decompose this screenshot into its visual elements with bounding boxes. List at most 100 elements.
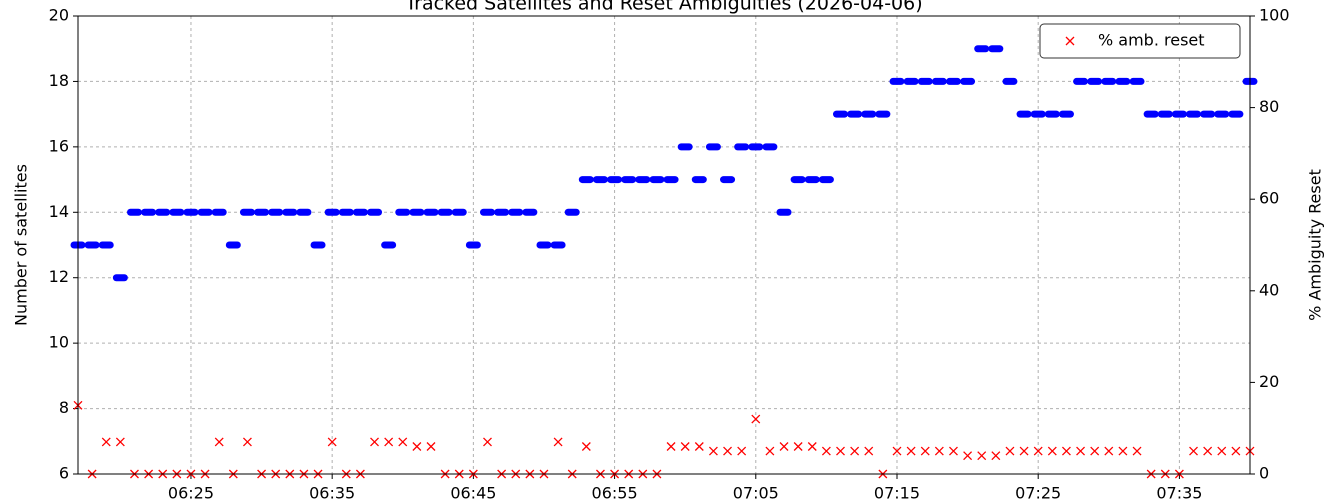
reset-point (906, 446, 916, 456)
satellite-point (1016, 110, 1032, 118)
y2-tick-label: 60 (1259, 189, 1279, 208)
satellite-point (1157, 110, 1173, 118)
x-tick-label: 06:25 (168, 484, 214, 503)
satellite-point (211, 208, 227, 216)
satellite-point (931, 77, 947, 85)
reset-point (737, 446, 747, 456)
satellite-point (268, 208, 284, 216)
y2-tick-label: 100 (1259, 6, 1290, 25)
satellite-point (974, 45, 990, 53)
satellite-point (649, 176, 665, 184)
reset-point (214, 437, 224, 447)
satellite-point (1129, 77, 1145, 85)
reset-point (1231, 446, 1241, 456)
reset-point (1132, 446, 1142, 456)
plot-frame (77, 15, 1251, 475)
reset-point (807, 442, 817, 451)
reset-point (977, 451, 987, 461)
satellite-point (1002, 77, 1018, 85)
satellite-point (282, 208, 298, 216)
x-tick-label: 06:55 (592, 484, 638, 503)
reset-point (1217, 446, 1227, 456)
reset-point (1203, 446, 1213, 456)
reset-point (934, 446, 944, 456)
satellite-point (338, 208, 354, 216)
reset-point (1090, 446, 1100, 456)
satellite-point (296, 208, 312, 216)
satellite-point (84, 241, 100, 249)
satellite-point (395, 208, 411, 216)
reset-point (1019, 446, 1029, 456)
reset-point (1061, 446, 1071, 456)
y-tick-label: 18 (49, 71, 69, 90)
satellite-point (98, 241, 114, 249)
satellite-point (1171, 110, 1187, 118)
reset-point (765, 446, 775, 456)
reset-point (398, 437, 408, 447)
reset-point (553, 437, 563, 447)
y-tick-label: 16 (49, 136, 69, 155)
satellite-point (988, 45, 1004, 53)
satellite-point (169, 208, 185, 216)
x-tick-label: 07:35 (1156, 484, 1202, 503)
satellite-point (607, 176, 623, 184)
y-axis-label: Number of satellites (12, 164, 31, 326)
reset-point (666, 442, 676, 451)
satellite-point (960, 77, 976, 85)
reset-point (779, 442, 789, 451)
satellite-point (550, 241, 566, 249)
satellite-point (310, 241, 326, 249)
y2-axis-label: % Ambiguity Reset (1306, 169, 1325, 321)
satellite-point (1214, 110, 1230, 118)
reset-point (864, 446, 874, 456)
reset-point (694, 442, 704, 451)
satellite-point (479, 208, 495, 216)
satellite-point (494, 208, 510, 216)
x-tick-label: 07:15 (874, 484, 920, 503)
satellite-point (705, 143, 721, 151)
satellite-point (663, 176, 679, 184)
reset-point (920, 446, 930, 456)
satellite-point (1228, 110, 1244, 118)
satellite-point (1115, 77, 1131, 85)
satellite-point (776, 208, 792, 216)
reset-point (949, 446, 958, 456)
satellite-point (804, 176, 820, 184)
satellite-point (183, 208, 199, 216)
reset-point (1033, 446, 1043, 456)
x-tick-label: 06:45 (450, 484, 496, 503)
reset-point (115, 437, 125, 447)
reset-point (963, 451, 973, 461)
satellite-point (903, 77, 919, 85)
satellite-point (423, 208, 439, 216)
y-tick-label: 14 (49, 202, 69, 221)
x-tick-label: 07:25 (1015, 484, 1061, 503)
reset-point (370, 437, 379, 447)
satellite-point (564, 208, 580, 216)
reset-point (708, 446, 718, 456)
satellite-point (155, 208, 171, 216)
satellite-point (945, 77, 961, 85)
reset-point (991, 451, 1001, 461)
reset-point (1005, 446, 1015, 456)
satellite-point (522, 208, 538, 216)
reset-point (426, 442, 436, 451)
satellite-point (578, 176, 594, 184)
satellite-point (381, 241, 397, 249)
satellite-point (621, 176, 637, 184)
satellite-point (451, 208, 467, 216)
satellite-point (847, 110, 863, 118)
satellite-point (324, 208, 340, 216)
satellite-point (1058, 110, 1074, 118)
satellite-point (239, 208, 255, 216)
reset-point (850, 446, 860, 456)
satellite-point (748, 143, 764, 151)
y-tick-label: 6 (59, 464, 69, 483)
satellite-point (225, 241, 241, 249)
y2-tick-label: 80 (1259, 97, 1279, 116)
reset-point (1047, 446, 1057, 456)
y-tick-label: 8 (59, 398, 69, 417)
reset-point (836, 446, 845, 456)
satellite-point (1044, 110, 1060, 118)
